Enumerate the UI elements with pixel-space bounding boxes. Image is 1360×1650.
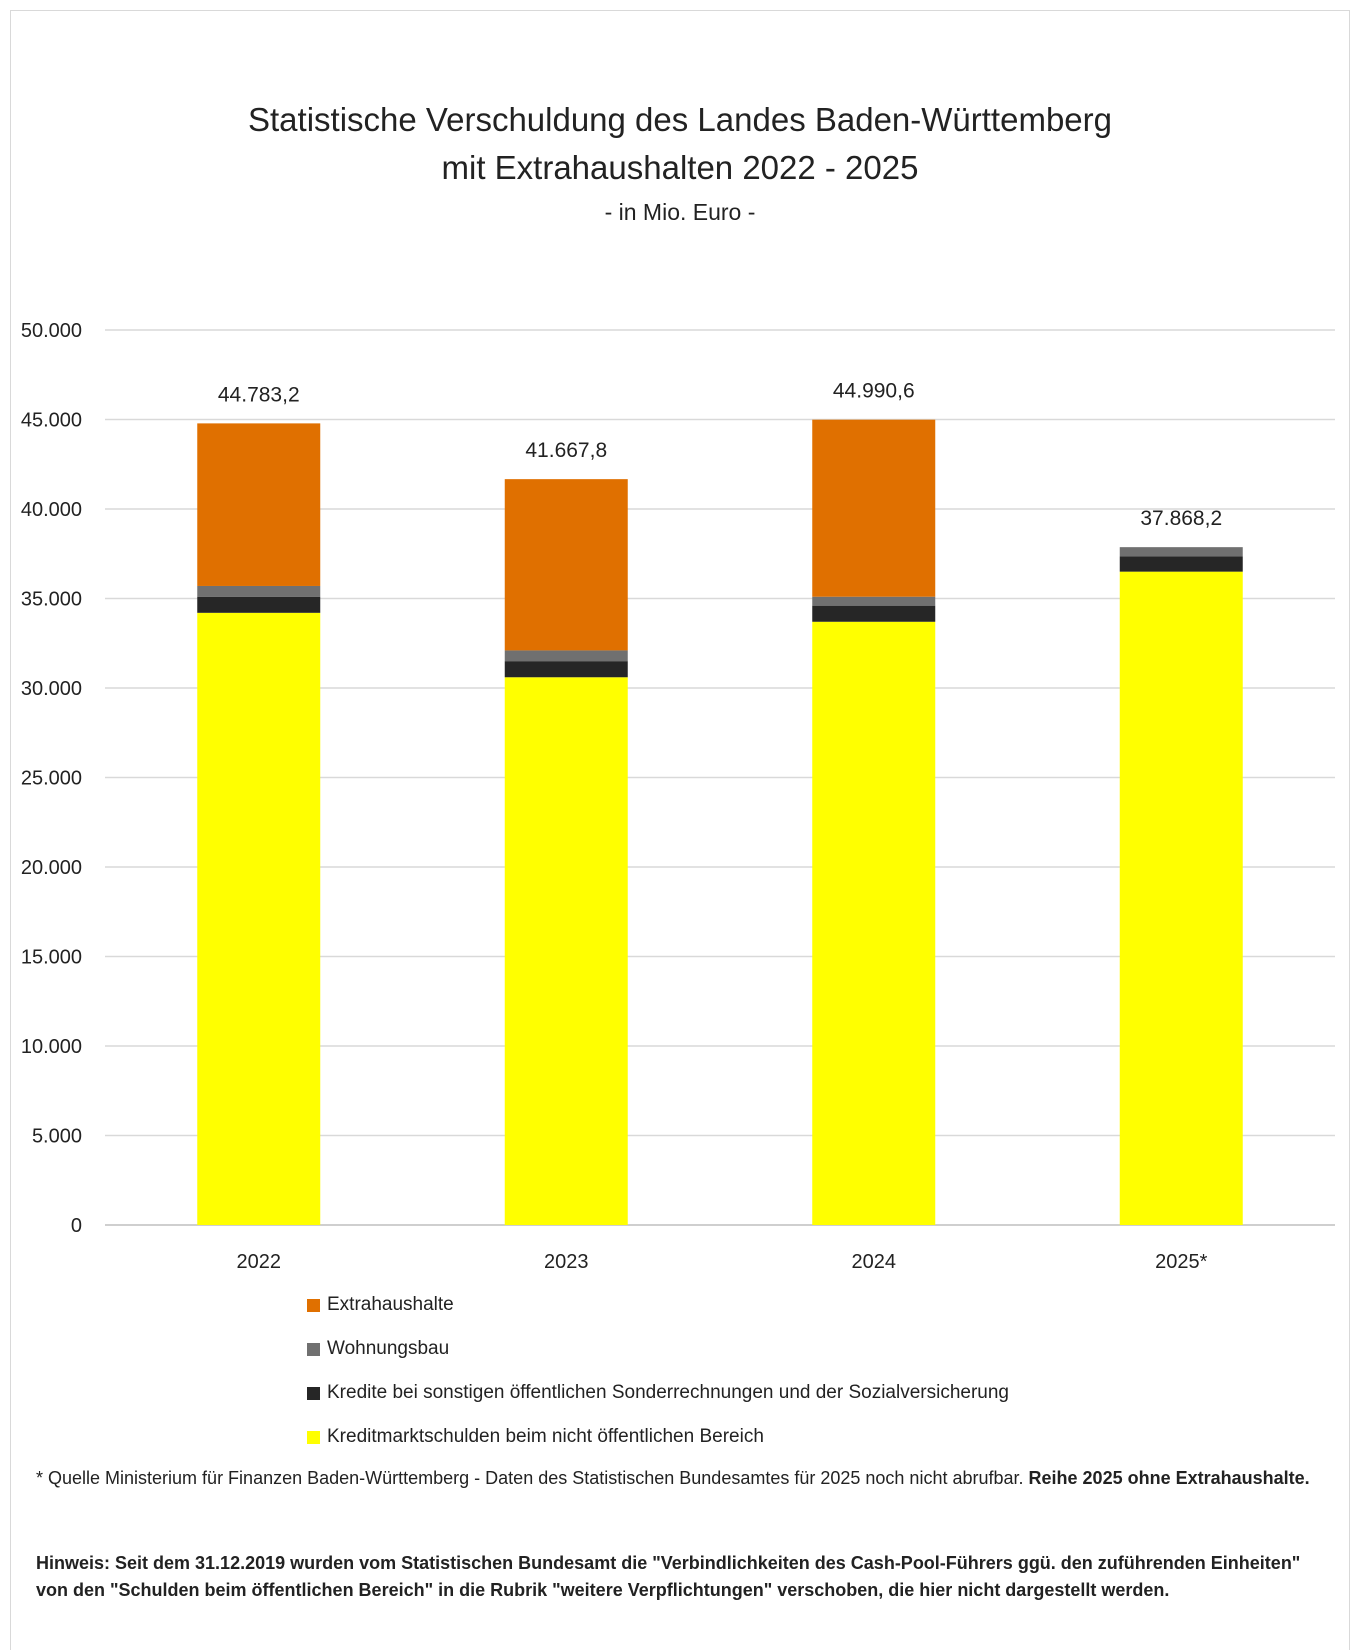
source-footnote-text: * Quelle Ministerium für Finanzen Baden-… [36, 1468, 1024, 1488]
legend-item: Extrahaushalte [307, 1283, 1009, 1327]
bar-segment [197, 585, 321, 597]
bar-segment [197, 596, 321, 613]
y-tick-label: 50.000 [21, 320, 82, 342]
hint-footnote: Hinweis: Seit dem 31.12.2019 wurden vom … [36, 1553, 1301, 1600]
y-tick-label: 45.000 [21, 410, 82, 432]
x-tick-label: 2023 [544, 1251, 589, 1270]
bar-segment [504, 661, 628, 678]
legend-swatch [307, 1386, 320, 1400]
stacked-bar-chart: 0 5.000 10.000 15.000 20.000 25.000 30.000 35.0… [21, 320, 1335, 1270]
bar-segment [812, 596, 936, 606]
bar-segment [1119, 556, 1243, 572]
y-tick-label: 10.000 [21, 1036, 82, 1058]
bar-segment [197, 423, 321, 586]
legend-label: Kreditmarktschulden beim nicht öffentlic… [327, 1426, 764, 1447]
y-tick-label: 30.000 [21, 678, 82, 700]
legend-label: Wohnungsbau [327, 1338, 450, 1359]
chart-title-line-2: mit Extrahaushalten 2022 - 2025 [441, 149, 919, 186]
y-tick-label: 5.000 [32, 1126, 82, 1148]
bar-segment [504, 650, 628, 662]
total-data-label: 37.868,2 [1140, 507, 1222, 530]
bar-segment [504, 479, 628, 651]
y-tick-label: 35.000 [21, 589, 82, 611]
y-tick-label: 15.000 [21, 947, 82, 969]
legend-item: Kreditmarktschulden beim nicht öffentlic… [307, 1415, 1009, 1459]
legend-swatch [307, 1342, 320, 1356]
legend-swatch [307, 1430, 320, 1444]
bar-segment [504, 677, 628, 1225]
total-data-label: 44.990,6 [833, 380, 915, 403]
chart-title-line-1: Statistische Verschuldung des Landes Bad… [248, 101, 1112, 138]
x-tick-label: 2025* [1155, 1251, 1207, 1270]
source-footnote: * Quelle Ministerium für Finanzen Baden-… [36, 1465, 1331, 1492]
y-tick-label: 20.000 [21, 857, 82, 879]
chart-legend: Extrahaushalte Wohnungsbau Kredite bei son… [307, 1283, 1009, 1459]
source-footnote-bold: Reihe 2025 ohne Extrahaushalte. [1028, 1468, 1310, 1488]
chart-frame [10, 10, 1350, 1650]
x-tick-label: 2024 [852, 1251, 897, 1270]
total-data-label: 44.783,2 [218, 383, 300, 406]
y-tick-label: 25.000 [21, 768, 82, 790]
bar-segment [812, 605, 936, 622]
bar-segment [1119, 547, 1243, 557]
chart-subtitle: - in Mio. Euro - [604, 199, 756, 225]
bar-segment [812, 419, 936, 597]
y-tick-label: 0 [71, 1215, 82, 1237]
legend-swatch [307, 1298, 320, 1312]
x-tick-label: 2022 [237, 1251, 282, 1270]
bar-segment [812, 621, 936, 1225]
y-tick-label: 40.000 [21, 499, 82, 521]
legend-label: Extrahaushalte [327, 1294, 454, 1315]
total-data-label: 41.667,8 [525, 439, 607, 462]
bar-segment [197, 612, 321, 1225]
legend-item: Wohnungsbau [307, 1327, 1009, 1371]
bar-segment [1119, 571, 1243, 1225]
chart-title-block: Statistische Verschuldung des Landes Bad… [0, 96, 1360, 230]
legend-item: Kredite bei sonstigen öffentlichen Sonde… [307, 1371, 1009, 1415]
legend-label: Kredite bei sonstigen öffentlichen Sonde… [327, 1382, 1009, 1403]
